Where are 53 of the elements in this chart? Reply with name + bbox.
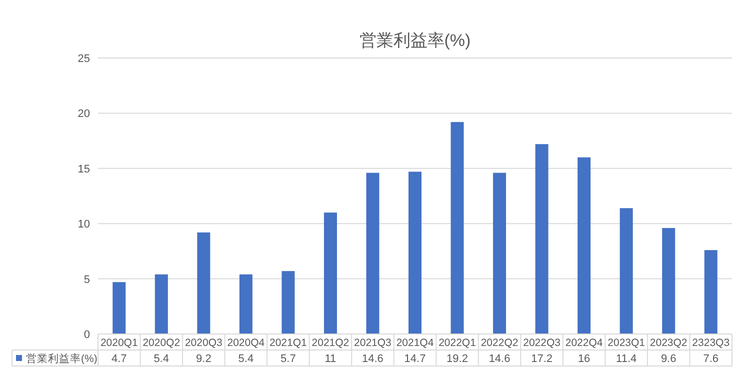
data-label: 11 [324,353,336,365]
data-label: 4.7 [111,353,127,365]
x-tick-label: 2021Q2 [312,337,350,349]
data-label: 7.6 [703,353,719,365]
data-label: 14.7 [404,353,426,365]
x-tick-label: 2023Q1 [608,337,646,349]
data-label: 19.2 [446,353,468,365]
x-tick-label: 2022Q2 [480,337,518,349]
x-tick-label: 2020Q1 [100,337,138,349]
y-tick-label: 15 [78,163,90,176]
x-tick-label: 2021Q1 [270,337,308,349]
bar [535,144,548,334]
chart-title: 営業利益率(%) [359,31,471,50]
x-tick-label: 2020Q4 [227,337,265,349]
data-label: 5.4 [238,353,254,365]
bar [154,274,168,334]
bar [366,172,380,334]
bar [493,172,506,334]
data-label: 5.7 [280,353,296,365]
bar [620,208,633,334]
data-label: 11.4 [616,353,637,365]
x-tick-label: 2020Q2 [142,337,180,349]
bar [239,274,252,334]
data-label: 16 [578,353,590,365]
bar [408,172,422,334]
y-tick-label: 0 [84,329,90,341]
x-tick-label: 2022Q1 [438,337,476,349]
x-tick-label: 2023Q2 [650,337,688,349]
data-label: 5.4 [154,353,170,365]
bar [197,232,210,334]
y-tick-label: 20 [78,108,90,120]
bar [324,212,337,334]
bar [282,271,295,334]
x-tick-label: 2021Q3 [354,337,392,349]
bar [578,157,591,334]
data-label: 14.6 [488,353,510,365]
data-label: 9.2 [196,353,212,365]
legend-label: 営業利益率(%) [26,352,98,365]
x-tick-label: 2020Q3 [184,337,223,349]
bar [450,122,464,334]
bar [112,282,126,334]
data-label: 14.6 [362,353,384,365]
x-tick-label: 2022Q4 [565,337,603,349]
data-label: 9.6 [660,353,676,365]
x-tick-label: 2323Q3 [692,337,730,349]
x-tick-label: 2021Q4 [396,337,434,349]
data-label: 17.2 [531,353,553,365]
bar [704,250,718,334]
y-tick-label: 25 [78,53,90,65]
y-tick-label: 10 [78,218,90,231]
bar [662,228,676,334]
x-tick-label: 2022Q3 [523,337,561,349]
y-tick-label: 5 [84,274,90,286]
